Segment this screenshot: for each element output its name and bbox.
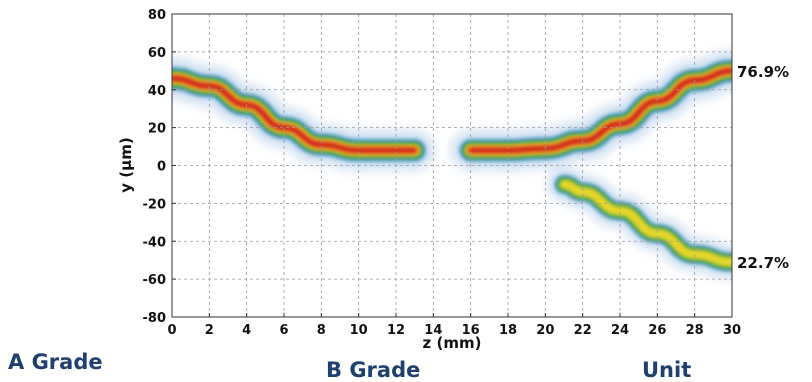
x-tick-label: 2 — [205, 323, 214, 338]
output-percentage-label: 76.9% — [737, 63, 789, 81]
y-tick-label: 60 — [148, 46, 166, 61]
x-axis-ticks: 0 2 4 6 8 10 12 14 16 18 20 22 24 26 28 30 — [167, 313, 741, 338]
x-tick-label: 18 — [499, 323, 517, 338]
x-tick-label: 12 — [387, 323, 405, 338]
intensity-layer — [172, 76, 417, 153]
x-tick-label: 14 — [424, 323, 442, 338]
x-tick-label: 4 — [242, 323, 251, 338]
y-tick-label: -80 — [143, 311, 167, 326]
intensity-band-upper — [172, 58, 435, 171]
x-tick-label: 24 — [611, 323, 629, 338]
x-tick-label: 26 — [648, 323, 666, 338]
intensity-band-upper-right — [450, 50, 732, 171]
intensity-layer — [558, 179, 732, 268]
footer-label-a-grade: A Grade — [8, 350, 103, 374]
footer-label-b-grade: B Grade — [326, 358, 421, 382]
y-tick-label: 40 — [148, 84, 166, 99]
y-tick-label: 20 — [148, 122, 166, 137]
y-tick-label: -20 — [143, 197, 167, 212]
x-tick-label: 22 — [574, 323, 592, 338]
x-tick-label: 10 — [350, 323, 368, 338]
x-tick-label: 28 — [686, 323, 704, 338]
y-tick-label: 0 — [157, 160, 166, 175]
footer-label-unit: Unit — [642, 358, 692, 382]
waveguide-intensity-chart: 0 2 4 6 8 10 12 14 16 18 20 22 24 26 28 30 -80-60-40-20… — [117, 8, 789, 350]
output-annotations: 76.9% 22.7% — [737, 63, 789, 272]
y-tick-label: -40 — [143, 235, 167, 250]
y-tick-label: 80 — [148, 8, 166, 23]
x-tick-label: 0 — [167, 323, 176, 338]
x-tick-label: 20 — [536, 323, 554, 338]
x-tick-label: 16 — [462, 323, 480, 338]
x-axis-label: z (mm) — [423, 334, 482, 350]
x-tick-label: 8 — [317, 323, 326, 338]
grid-lines — [172, 14, 732, 317]
x-tick-label: 6 — [279, 323, 288, 338]
y-tick-label: -60 — [143, 273, 167, 288]
x-tick-label: 30 — [723, 323, 741, 338]
y-axis-label: y (µm) — [117, 137, 135, 192]
intensity-layer — [468, 68, 732, 153]
output-percentage-label: 22.7% — [737, 254, 789, 272]
y-axis-ticks: -80 -60 -40 -20 0 20 40 60 80 — [143, 8, 176, 326]
intensity-band-lower-right — [547, 167, 732, 280]
